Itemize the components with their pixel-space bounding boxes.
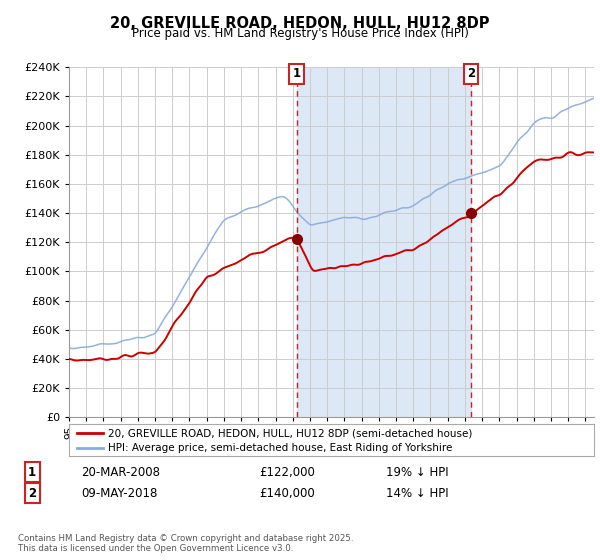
Text: 2: 2: [467, 67, 475, 80]
Text: 1: 1: [292, 67, 301, 80]
Text: 09-MAY-2018: 09-MAY-2018: [81, 487, 157, 500]
Text: 1: 1: [28, 465, 36, 479]
Text: Price paid vs. HM Land Registry's House Price Index (HPI): Price paid vs. HM Land Registry's House …: [131, 27, 469, 40]
Text: Contains HM Land Registry data © Crown copyright and database right 2025.
This d: Contains HM Land Registry data © Crown c…: [18, 534, 353, 553]
Text: £122,000: £122,000: [260, 465, 316, 479]
Text: 20-MAR-2008: 20-MAR-2008: [81, 465, 160, 479]
Text: 14% ↓ HPI: 14% ↓ HPI: [386, 487, 449, 500]
Text: 20, GREVILLE ROAD, HEDON, HULL, HU12 8DP: 20, GREVILLE ROAD, HEDON, HULL, HU12 8DP: [110, 16, 490, 31]
Text: 20, GREVILLE ROAD, HEDON, HULL, HU12 8DP (semi-detached house): 20, GREVILLE ROAD, HEDON, HULL, HU12 8DP…: [109, 428, 473, 438]
Text: £140,000: £140,000: [260, 487, 316, 500]
Text: 19% ↓ HPI: 19% ↓ HPI: [386, 465, 449, 479]
Text: 2: 2: [28, 487, 36, 500]
Text: HPI: Average price, semi-detached house, East Riding of Yorkshire: HPI: Average price, semi-detached house,…: [109, 444, 453, 453]
